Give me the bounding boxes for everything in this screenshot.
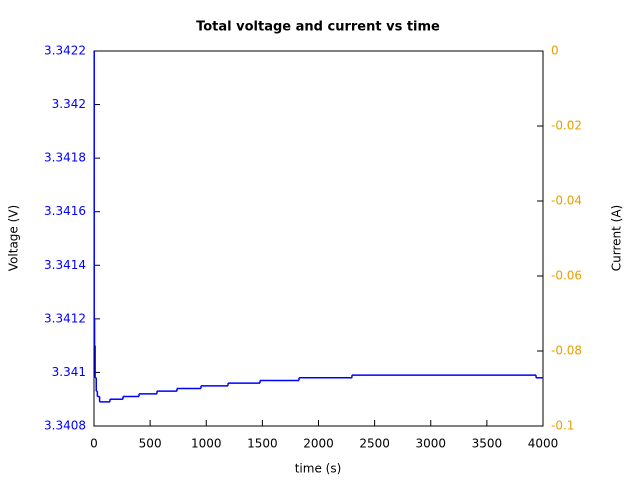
x-tick-label: 0 [90, 437, 98, 451]
x-tick-label: 1500 [247, 437, 278, 451]
x-tick-label: 3500 [472, 437, 503, 451]
y2-tick-label: 0 [551, 44, 559, 58]
plot-frame [93, 50, 544, 427]
y-tick-label: 3.3418 [44, 151, 86, 165]
y2-tick-label: -0.02 [551, 119, 582, 133]
y-tick-label: 3.342 [52, 97, 86, 111]
y-axis-label: Voltage (V) [7, 205, 21, 271]
y-tick-label: 3.3412 [44, 311, 86, 325]
y2-axis-label: Current (A) [610, 205, 624, 271]
x-tick-label: 1000 [191, 437, 222, 451]
y-tick-label: 3.3422 [44, 44, 86, 58]
y2-tick-label: -0.08 [551, 344, 582, 358]
x-tick-label: 3000 [415, 437, 446, 451]
y2-tick-label: -0.06 [551, 269, 582, 283]
y-tick-label: 3.3416 [44, 204, 86, 218]
y-tick-label: 3.3408 [44, 419, 86, 433]
x-tick-label: 500 [139, 437, 162, 451]
y2-tick-label: -0.04 [551, 194, 582, 208]
x-tick-label: 4000 [528, 437, 559, 451]
x-axis-label: time (s) [295, 462, 342, 476]
x-tick-label: 2500 [359, 437, 390, 451]
chart-title: Total voltage and current vs time [196, 20, 440, 35]
x-tick-label: 2000 [303, 437, 334, 451]
y-tick-label: 3.341 [52, 365, 86, 379]
y-tick-label: 3.3414 [44, 258, 86, 272]
y2-tick-label: -0.1 [551, 419, 574, 433]
